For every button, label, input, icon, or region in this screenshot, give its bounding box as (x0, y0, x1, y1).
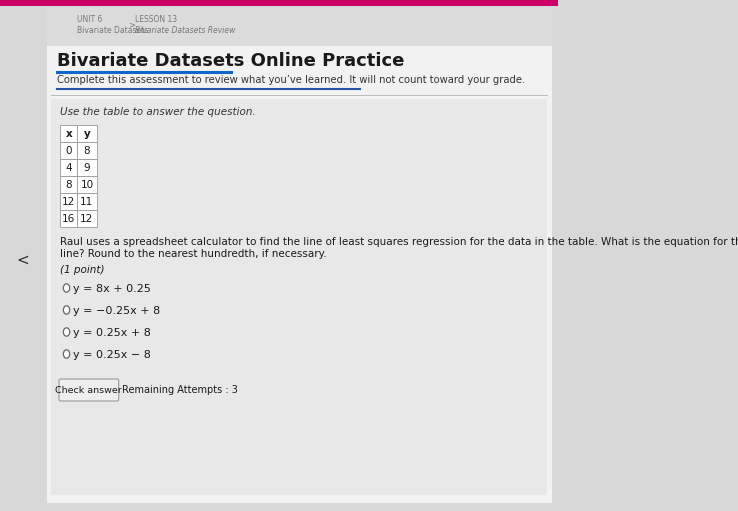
FancyBboxPatch shape (77, 210, 97, 227)
Text: Bivariate Datasets Online Practice: Bivariate Datasets Online Practice (58, 52, 405, 70)
Circle shape (63, 284, 69, 292)
Text: Bivariate Datasets: Bivariate Datasets (77, 26, 148, 35)
Text: 16: 16 (62, 214, 75, 223)
Text: y = 8x + 0.25: y = 8x + 0.25 (72, 284, 151, 294)
Text: Raul uses a spreadsheet calculator to find the line of least squares regression : Raul uses a spreadsheet calculator to fi… (61, 237, 738, 247)
Text: Remaining Attempts : 3: Remaining Attempts : 3 (123, 385, 238, 395)
FancyBboxPatch shape (61, 142, 77, 159)
FancyBboxPatch shape (77, 125, 97, 142)
FancyBboxPatch shape (61, 193, 77, 210)
Text: (1 point): (1 point) (61, 265, 105, 275)
Text: 11: 11 (80, 197, 94, 206)
FancyBboxPatch shape (77, 193, 97, 210)
Text: 10: 10 (80, 179, 94, 190)
Text: Bivariate Datasets Review: Bivariate Datasets Review (134, 26, 235, 35)
FancyBboxPatch shape (0, 0, 558, 6)
Text: Check answer: Check answer (55, 385, 123, 394)
Text: Complete this assessment to review what you’ve learned. It will not count toward: Complete this assessment to review what … (58, 75, 525, 85)
Text: 12: 12 (80, 214, 94, 223)
FancyBboxPatch shape (61, 159, 77, 176)
FancyBboxPatch shape (47, 8, 552, 503)
FancyBboxPatch shape (77, 176, 97, 193)
Text: y = −0.25x + 8: y = −0.25x + 8 (72, 306, 160, 316)
FancyBboxPatch shape (59, 379, 119, 401)
Text: y: y (83, 128, 90, 138)
Text: 0: 0 (66, 146, 72, 155)
FancyBboxPatch shape (61, 176, 77, 193)
Circle shape (63, 350, 69, 358)
Circle shape (63, 306, 69, 314)
Text: LESSON 13: LESSON 13 (134, 15, 176, 24)
FancyBboxPatch shape (77, 159, 97, 176)
Text: UNIT 6: UNIT 6 (77, 15, 103, 24)
Text: 8: 8 (83, 146, 90, 155)
Text: >: > (128, 20, 136, 29)
FancyBboxPatch shape (52, 99, 548, 495)
Text: 4: 4 (66, 162, 72, 173)
Text: Use the table to answer the question.: Use the table to answer the question. (61, 107, 256, 117)
Text: 8: 8 (66, 179, 72, 190)
Text: 9: 9 (83, 162, 90, 173)
FancyBboxPatch shape (61, 210, 77, 227)
Text: line? Round to the nearest hundredth, if necessary.: line? Round to the nearest hundredth, if… (61, 249, 327, 259)
Text: y = 0.25x + 8: y = 0.25x + 8 (72, 328, 151, 338)
FancyBboxPatch shape (61, 125, 77, 142)
FancyBboxPatch shape (77, 142, 97, 159)
Text: y = 0.25x − 8: y = 0.25x − 8 (72, 350, 151, 360)
Text: x: x (66, 128, 72, 138)
Text: 12: 12 (62, 197, 75, 206)
Circle shape (63, 328, 69, 336)
Text: <: < (16, 252, 29, 267)
FancyBboxPatch shape (47, 8, 552, 46)
